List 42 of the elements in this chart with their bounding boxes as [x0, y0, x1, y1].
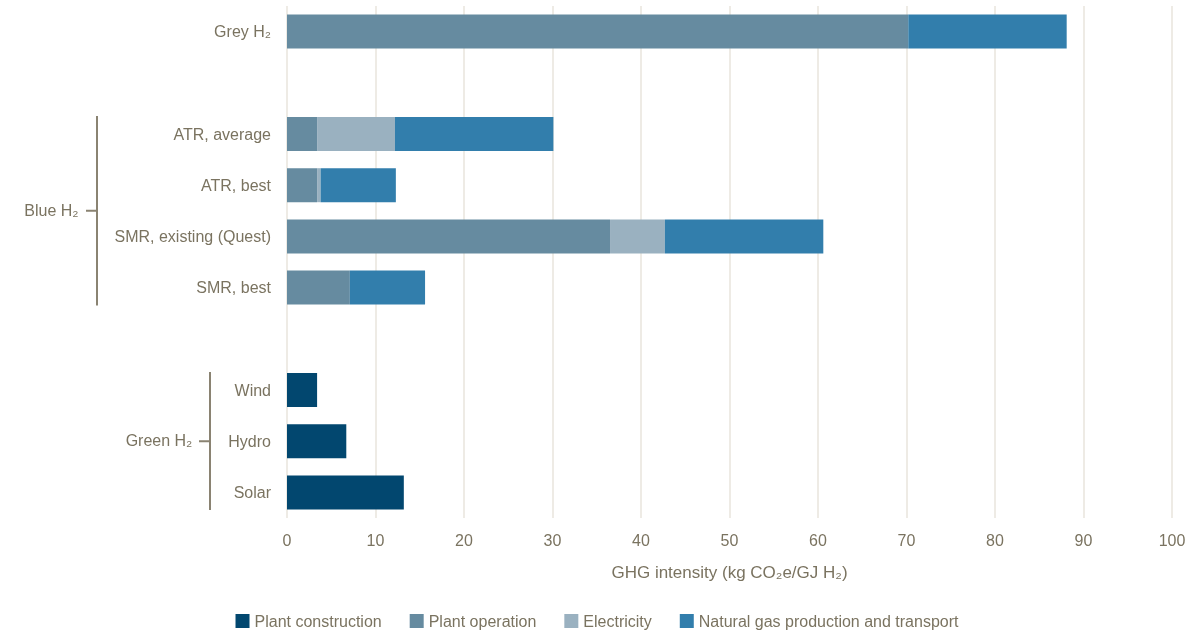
bar [664, 219, 824, 254]
bar [317, 168, 321, 203]
y-tick-label: ATR, best [201, 176, 272, 194]
text: Blue H₂ [24, 201, 79, 220]
bar [610, 219, 665, 254]
x-tick-label: 80 [986, 531, 1004, 549]
bar [287, 14, 909, 49]
x-tick-label: 60 [809, 531, 827, 549]
bar [287, 373, 318, 407]
bar [908, 14, 1067, 49]
y-tick-label: Solar [233, 483, 272, 501]
bar [349, 270, 426, 305]
x-tick-label: 100 [1158, 531, 1186, 549]
y-tick-label: SMR, best [196, 279, 272, 297]
legend-label: Plant operation [428, 612, 537, 630]
bar [287, 117, 318, 151]
x-tick-label: 30 [543, 531, 562, 549]
bar [287, 168, 318, 203]
bar [287, 424, 347, 459]
bar [287, 219, 611, 254]
x-tick-label: 10 [366, 531, 385, 549]
y-tick-label: Hydro [228, 432, 272, 450]
y-tick-label: ATR, average [173, 125, 272, 143]
legend-label: Natural gas production and transport [698, 612, 960, 630]
x-tick-label: 40 [632, 531, 650, 549]
x-axis-title: GHG intensity (kg CO₂e/GJ H₂) [611, 563, 848, 582]
legend-label: Plant construction [254, 612, 382, 630]
bar [287, 270, 350, 305]
bar [394, 117, 554, 151]
y-tick-label: Wind [234, 381, 271, 399]
bar [287, 475, 404, 510]
bar [320, 168, 396, 203]
legend-label: Electricity [583, 612, 652, 630]
x-tick-label: 90 [1074, 531, 1093, 549]
x-tick-label: 70 [897, 531, 916, 549]
x-tick-label: 0 [282, 531, 292, 549]
text: Green H₂ [125, 432, 193, 451]
y-tick-label: Grey H₂ [214, 23, 271, 41]
bar [317, 117, 395, 151]
x-tick-label: 50 [720, 531, 739, 549]
x-tick-label: 20 [455, 531, 473, 549]
y-tick-label: SMR, existing (Quest) [114, 227, 271, 245]
